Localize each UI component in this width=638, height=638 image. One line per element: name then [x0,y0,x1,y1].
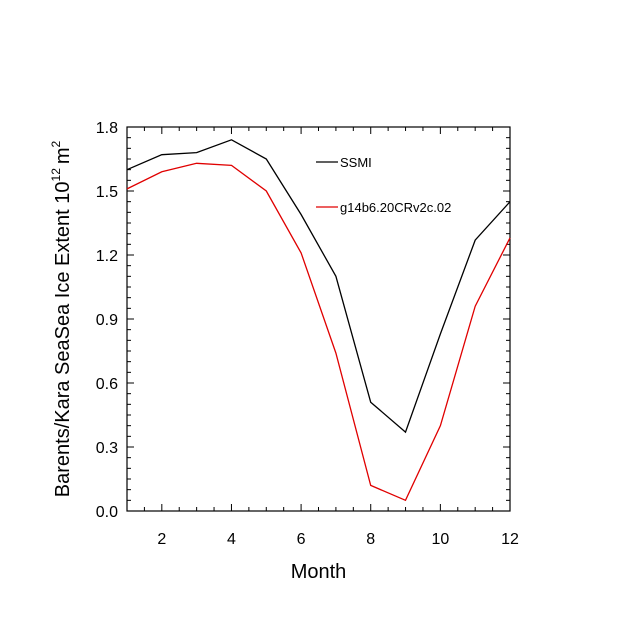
y-axis-title-exponent: 12 [49,168,63,182]
legend-label: SSMI [340,155,372,170]
x-axis-title: Month [291,561,347,583]
x-tick-label: 8 [366,531,375,548]
y-tick-label: 0.0 [96,504,118,521]
y-axis-title-base: Barents/Kara SeaSea Ice Extent 10 [52,181,74,497]
y-tick-label: 0.3 [96,440,118,457]
y-tick-label: 1.2 [96,248,118,265]
legend-label: g14b6.20CRv2c.02 [340,200,451,215]
y-axis-title: Barents/Kara SeaSea Ice Extent 1012 m2 [49,140,74,497]
y-tick-label: 0.6 [96,376,118,393]
x-tick-label: 2 [157,531,166,548]
y-axis-title-unit-exponent: 2 [49,140,63,147]
y-tick-label: 1.8 [96,120,118,137]
series-layer [126,139,511,502]
y-axis-title-unit: m [52,147,74,164]
y-tick-label: 1.5 [96,184,118,201]
legend: SSMI g14b6.20CRv2c.02 [316,155,451,215]
y-tick-label: 0.9 [96,312,118,329]
x-tick-label: 6 [297,531,306,548]
x-tick-label: 4 [227,531,236,548]
series-line-g14b6-20crv2c-02 [126,162,511,502]
series-line-ssmi [126,139,511,434]
x-tick-label: 10 [431,531,449,548]
axis-ticks [126,126,511,512]
x-tick-label: 12 [501,531,519,548]
plot-frame [126,126,511,512]
tick-labels: 2 4 6 8 10 12 0.0 0.3 0.6 0.9 1.2 1.5 1.8 [96,120,519,548]
